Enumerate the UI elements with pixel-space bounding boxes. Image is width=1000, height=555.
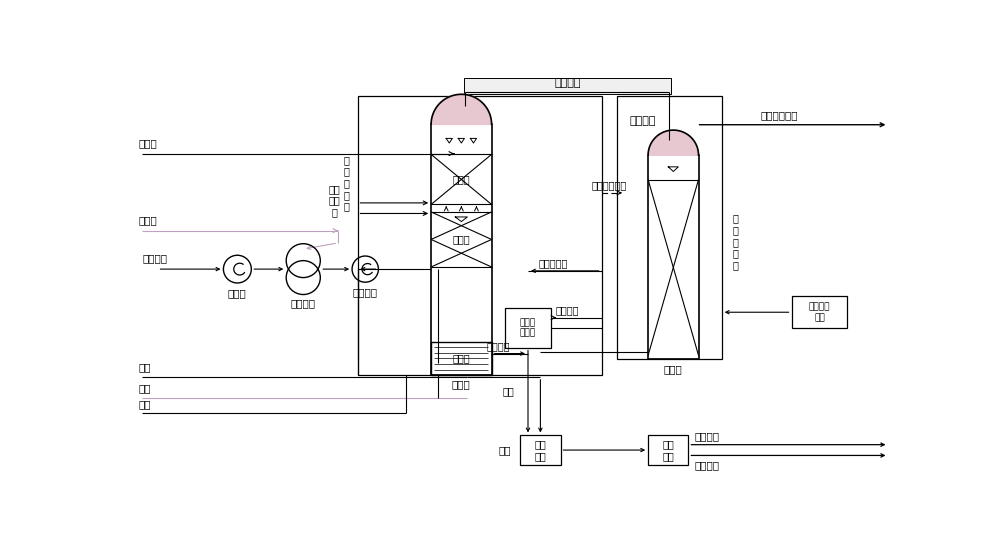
Text: 吸收
段底
液: 吸收 段底 液 <box>328 184 340 217</box>
Text: 脱硫烟气: 脱硫烟气 <box>554 78 581 88</box>
Text: 空气: 空气 <box>139 384 151 393</box>
Text: 脱硫塔: 脱硫塔 <box>452 380 471 390</box>
Text: 臭氧: 臭氧 <box>139 362 151 372</box>
Text: 液槽废液: 液槽废液 <box>486 341 510 351</box>
Text: 脱硝烟气: 脱硝烟气 <box>629 116 656 126</box>
Text: 脱硝塔: 脱硝塔 <box>664 364 683 374</box>
Text: 浓缩段: 浓缩段 <box>453 234 470 244</box>
Text: 干燥
脱水: 干燥 脱水 <box>662 439 674 461</box>
Bar <box>505 307 551 347</box>
Text: 除氧水: 除氧水 <box>139 215 158 225</box>
Text: 炼焦烟气: 炼焦烟气 <box>142 253 167 263</box>
Text: 浓缩段底液: 浓缩段底液 <box>538 258 568 268</box>
Bar <box>464 78 671 94</box>
Text: 余热锅炉: 余热锅炉 <box>291 298 316 308</box>
Text: 达标排放烟气: 达标排放烟气 <box>761 110 798 120</box>
Bar <box>520 436 561 465</box>
Text: 硫胺固体: 硫胺固体 <box>695 431 720 441</box>
Text: 低压蒸汽: 低压蒸汽 <box>695 460 720 470</box>
Text: 固液
分离: 固液 分离 <box>535 439 546 461</box>
Text: 引风机: 引风机 <box>228 288 247 298</box>
Text: 脱
硝
吸
收
液: 脱 硝 吸 收 液 <box>733 214 739 270</box>
Text: 增压风机: 增压风机 <box>353 287 378 297</box>
Text: 脱
硫
吸
收
液: 脱 硫 吸 收 液 <box>344 155 350 211</box>
Text: 硝酸铵
循环槽: 硝酸铵 循环槽 <box>520 318 536 337</box>
Text: 气体管路: 气体管路 <box>555 305 579 315</box>
Text: 尿素溶液
储槽: 尿素溶液 储槽 <box>809 302 830 322</box>
Text: 母液: 母液 <box>498 445 511 455</box>
Polygon shape <box>648 130 698 155</box>
Text: 脱硝塔塔底液: 脱硝塔塔底液 <box>592 180 627 190</box>
Text: 储液槽: 储液槽 <box>453 354 470 364</box>
Polygon shape <box>431 94 492 124</box>
Bar <box>792 296 847 329</box>
Text: 吸收段: 吸收段 <box>453 174 470 184</box>
Text: 氨水: 氨水 <box>139 399 151 409</box>
Bar <box>431 124 492 375</box>
Bar <box>358 96 602 375</box>
Bar <box>431 342 492 375</box>
Text: 母液: 母液 <box>503 386 514 396</box>
Text: 工艺水: 工艺水 <box>139 139 158 149</box>
Bar <box>648 155 698 359</box>
Bar <box>617 96 722 359</box>
Bar <box>648 436 688 465</box>
